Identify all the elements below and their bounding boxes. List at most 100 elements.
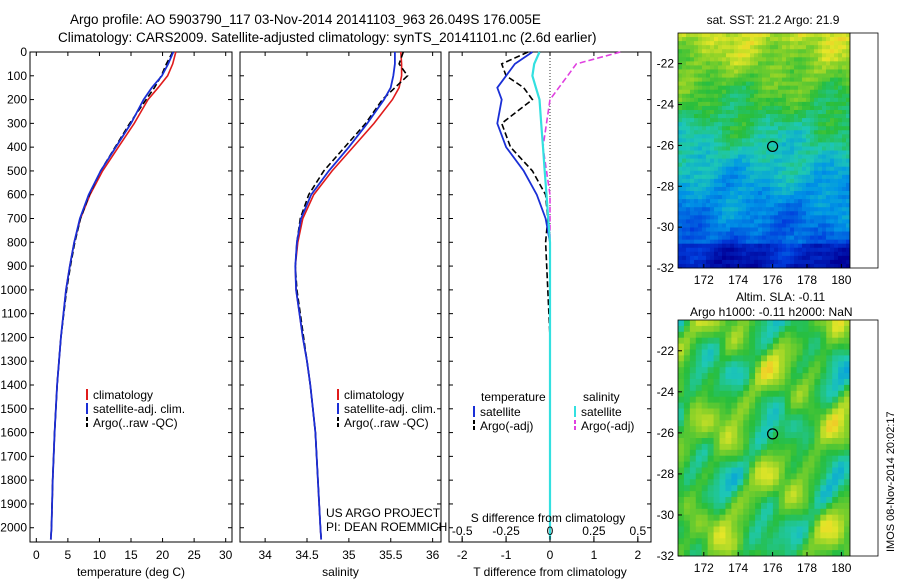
map-cell — [826, 331, 833, 339]
map-cell — [808, 479, 815, 486]
map-cell — [786, 130, 791, 135]
map-cell — [782, 57, 787, 62]
map-cell — [790, 520, 798, 527]
map-cell — [774, 45, 779, 50]
map-cell — [698, 239, 703, 245]
map-cell — [690, 69, 695, 74]
map-cell — [830, 49, 835, 54]
map-cell — [761, 514, 768, 521]
map-cell — [719, 325, 726, 333]
map-cell — [722, 231, 727, 236]
map-cell — [690, 138, 695, 143]
map-cell — [842, 37, 847, 42]
map-cell — [754, 57, 759, 62]
map-cell — [750, 97, 755, 103]
map-cell — [678, 449, 685, 457]
map-cell — [820, 355, 827, 362]
map-cell — [778, 538, 786, 545]
map-cell — [690, 251, 695, 257]
map-cell — [707, 355, 714, 362]
map-cell — [820, 544, 827, 551]
map-cell — [842, 41, 847, 46]
map-cell — [695, 420, 703, 427]
map-cell — [678, 146, 683, 151]
map-cell — [707, 420, 714, 427]
map-cell — [678, 162, 683, 168]
map-cell — [784, 414, 792, 421]
map-cell — [822, 255, 827, 261]
map-cell — [794, 231, 799, 236]
map-cell — [810, 251, 815, 257]
map-cell — [683, 361, 691, 368]
map-cell — [818, 186, 823, 192]
map-cell — [734, 166, 739, 172]
map-cell — [790, 146, 795, 151]
map-cell — [838, 485, 845, 492]
map-cell — [806, 130, 811, 135]
map-cell — [802, 379, 809, 386]
map-cell — [846, 255, 851, 261]
map-cell — [794, 182, 799, 188]
map-cell — [725, 438, 732, 445]
map-cell — [714, 199, 719, 204]
map-cell — [808, 325, 815, 333]
map-cell — [826, 166, 831, 172]
map-cell — [734, 69, 739, 74]
map-cell — [754, 138, 759, 143]
map-cell — [790, 485, 798, 492]
map-cell — [738, 191, 743, 196]
map-cell — [682, 207, 687, 212]
map-cell — [750, 118, 755, 123]
map-cell — [678, 223, 683, 228]
map-cell — [782, 239, 787, 245]
map-cell — [730, 162, 735, 168]
y-tick-label: -32 — [657, 549, 675, 563]
map-cell — [766, 97, 771, 103]
map-cell — [743, 497, 750, 504]
map-cell — [826, 41, 831, 46]
map-cell — [707, 443, 714, 451]
map-cell — [701, 325, 709, 333]
map-cell — [702, 251, 707, 257]
map-cell — [770, 105, 775, 111]
map-cell — [761, 438, 768, 445]
map-cell — [820, 343, 827, 350]
map-cell — [838, 526, 845, 533]
map-cell — [714, 259, 719, 265]
map-cell — [731, 420, 738, 427]
map-cell — [826, 223, 831, 228]
map-cell — [718, 45, 723, 50]
map-cell — [798, 85, 803, 91]
map-cell — [746, 259, 751, 265]
map-cell — [731, 379, 738, 386]
map-cell — [690, 45, 695, 50]
map-cell — [707, 343, 714, 350]
map-cell — [761, 384, 768, 392]
map-cell — [844, 550, 851, 557]
map-cell — [754, 235, 759, 241]
map-cell — [694, 259, 699, 265]
map-cell — [830, 57, 835, 62]
map-cell — [790, 57, 795, 62]
map-cell — [778, 114, 783, 119]
map-cell — [772, 473, 780, 480]
map-cell — [750, 247, 755, 253]
map-cell — [778, 118, 783, 123]
map-cell — [806, 150, 811, 155]
map-cell — [743, 367, 750, 374]
map-cell — [706, 114, 711, 119]
map-cell — [755, 343, 762, 350]
map-cell — [730, 109, 735, 115]
map-cell — [746, 61, 751, 66]
map-cell — [778, 497, 786, 504]
map-cell — [710, 178, 715, 184]
map-cell — [834, 45, 839, 50]
map-cell — [758, 130, 763, 135]
map-cell — [786, 211, 791, 216]
map-cell — [726, 49, 731, 54]
map-cell — [694, 49, 699, 54]
map-cell — [834, 263, 839, 269]
map-cell — [778, 158, 783, 164]
map-cell — [710, 81, 715, 87]
map-cell — [846, 162, 851, 168]
